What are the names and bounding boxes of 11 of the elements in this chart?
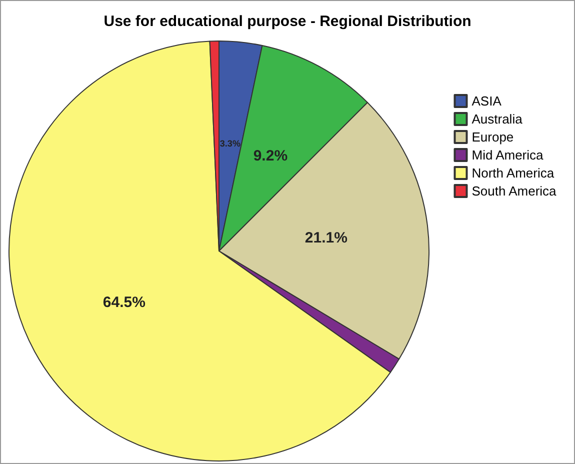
legend-label: ASIA	[472, 94, 502, 108]
data-label: 21.1%	[304, 229, 348, 246]
legend-label: Australia	[472, 112, 524, 126]
data-label: 3.3%	[220, 138, 240, 149]
legend-label: Mid America	[472, 148, 544, 162]
legend-label: Europe	[472, 130, 514, 144]
chart-title: Use for educational purpose - Regional Distribution	[104, 13, 472, 30]
data-label: 9.2%	[253, 148, 288, 165]
data-label: 64.5%	[102, 294, 146, 312]
legend-label: North America	[472, 166, 555, 180]
legend-label: South America	[472, 184, 558, 198]
